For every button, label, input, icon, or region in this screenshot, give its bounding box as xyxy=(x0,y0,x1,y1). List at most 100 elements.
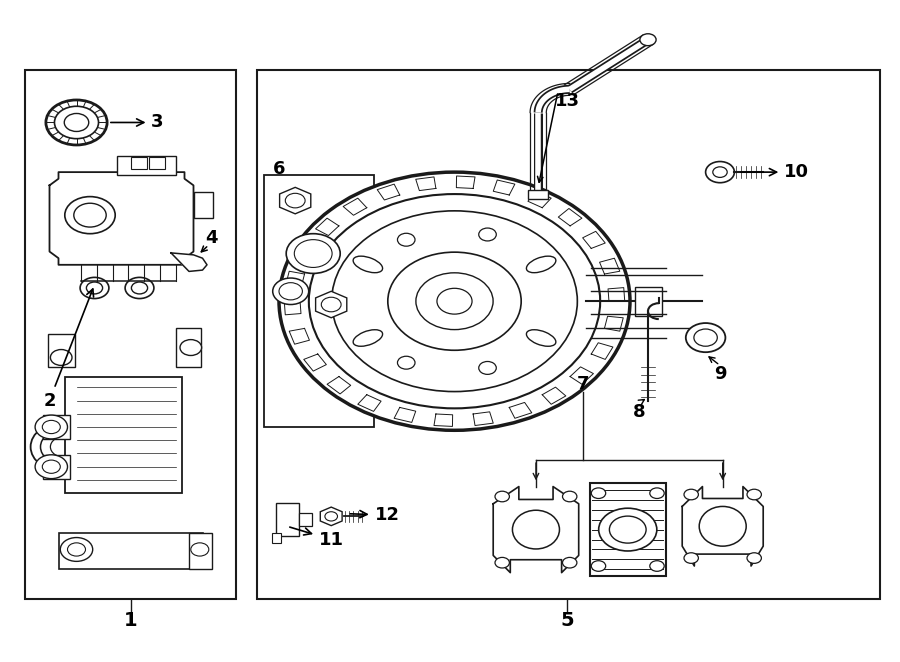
Circle shape xyxy=(31,422,99,472)
Polygon shape xyxy=(493,487,579,573)
Circle shape xyxy=(65,197,115,234)
Circle shape xyxy=(388,252,521,350)
Circle shape xyxy=(684,489,698,500)
Polygon shape xyxy=(509,402,532,418)
Circle shape xyxy=(650,561,664,571)
Bar xyxy=(264,175,374,427)
Circle shape xyxy=(437,289,472,314)
Circle shape xyxy=(398,356,415,369)
Circle shape xyxy=(591,561,606,571)
Bar xyxy=(25,70,236,599)
Polygon shape xyxy=(284,301,301,315)
Polygon shape xyxy=(582,231,605,248)
Polygon shape xyxy=(316,218,339,236)
Circle shape xyxy=(279,172,630,430)
Polygon shape xyxy=(528,191,551,208)
Circle shape xyxy=(35,455,68,479)
Circle shape xyxy=(50,350,72,365)
Polygon shape xyxy=(416,177,436,191)
Circle shape xyxy=(191,543,209,556)
Circle shape xyxy=(86,282,103,294)
Bar xyxy=(130,157,147,169)
Text: 7: 7 xyxy=(577,375,590,393)
Polygon shape xyxy=(558,209,582,226)
Text: 6: 6 xyxy=(273,160,285,178)
Circle shape xyxy=(694,329,717,346)
Circle shape xyxy=(46,100,107,145)
Polygon shape xyxy=(473,412,493,426)
Circle shape xyxy=(286,234,340,273)
Polygon shape xyxy=(343,198,367,215)
Polygon shape xyxy=(286,271,304,286)
Polygon shape xyxy=(570,367,593,384)
Polygon shape xyxy=(493,180,515,195)
Ellipse shape xyxy=(526,330,556,346)
Circle shape xyxy=(747,553,761,563)
Bar xyxy=(272,533,281,543)
Polygon shape xyxy=(599,258,620,274)
Polygon shape xyxy=(377,184,400,200)
Bar xyxy=(276,503,299,536)
Circle shape xyxy=(684,553,698,563)
Circle shape xyxy=(398,233,415,246)
Circle shape xyxy=(650,488,664,498)
Circle shape xyxy=(713,167,727,177)
Circle shape xyxy=(416,273,493,330)
Circle shape xyxy=(591,488,606,498)
Circle shape xyxy=(64,113,89,132)
Circle shape xyxy=(332,211,578,391)
Circle shape xyxy=(686,323,725,352)
Circle shape xyxy=(80,277,109,299)
Ellipse shape xyxy=(353,256,382,273)
Text: 1: 1 xyxy=(123,612,138,630)
Polygon shape xyxy=(591,343,613,359)
Circle shape xyxy=(747,489,761,500)
Circle shape xyxy=(68,543,86,556)
Polygon shape xyxy=(394,407,416,422)
Bar xyxy=(299,513,312,526)
Circle shape xyxy=(309,194,600,408)
Circle shape xyxy=(640,34,656,46)
Polygon shape xyxy=(280,187,310,214)
Polygon shape xyxy=(50,172,194,265)
Bar xyxy=(65,377,182,493)
Circle shape xyxy=(180,340,202,355)
Circle shape xyxy=(609,516,646,543)
Circle shape xyxy=(495,491,509,502)
Polygon shape xyxy=(456,176,475,189)
Ellipse shape xyxy=(353,330,382,346)
Polygon shape xyxy=(316,291,346,318)
Circle shape xyxy=(562,491,577,502)
Text: 12: 12 xyxy=(350,506,400,524)
Bar xyxy=(148,157,165,169)
Bar xyxy=(194,192,213,218)
Circle shape xyxy=(479,361,496,375)
Ellipse shape xyxy=(512,510,560,549)
Circle shape xyxy=(495,557,509,568)
Circle shape xyxy=(598,508,657,551)
Text: 13: 13 xyxy=(554,91,580,110)
Circle shape xyxy=(74,203,106,227)
Circle shape xyxy=(55,107,98,138)
Circle shape xyxy=(294,240,332,267)
Text: 10: 10 xyxy=(741,163,809,181)
Circle shape xyxy=(60,538,93,561)
Polygon shape xyxy=(304,354,327,371)
Polygon shape xyxy=(358,395,381,411)
Polygon shape xyxy=(320,507,342,526)
Polygon shape xyxy=(296,243,318,260)
Bar xyxy=(528,190,548,199)
Bar xyxy=(189,533,212,569)
Bar xyxy=(48,334,75,367)
Circle shape xyxy=(706,162,734,183)
Bar xyxy=(176,328,201,367)
Circle shape xyxy=(50,436,79,457)
Polygon shape xyxy=(171,253,207,271)
Circle shape xyxy=(131,282,148,294)
Circle shape xyxy=(42,460,60,473)
Circle shape xyxy=(42,420,60,434)
Circle shape xyxy=(40,429,89,465)
Circle shape xyxy=(125,277,154,299)
Text: 5: 5 xyxy=(560,612,574,630)
Polygon shape xyxy=(608,287,625,301)
